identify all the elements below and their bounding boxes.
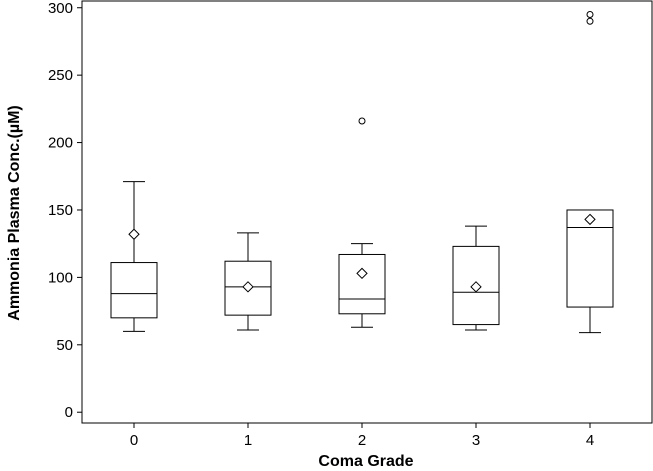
outlier-point-0 [586,17,594,25]
y-axis-title: Ammonia Plasma Conc.(µM) [6,105,23,320]
box-group-4 [566,10,614,334]
mean-marker [584,213,596,226]
y-tick-label-3: 150 [48,202,73,219]
box-group-2 [338,117,386,328]
y-tick-label-6: 300 [48,0,73,17]
y-tick-label-2: 100 [48,269,73,286]
iqr-box [110,262,158,319]
box-group-3 [452,225,500,331]
mean-marker [242,281,254,293]
x-tick-label-0: 0 [130,432,138,449]
iqr-box [566,209,614,308]
y-tick-label-4: 200 [48,135,73,152]
box-group-1 [224,232,272,331]
y-tick-label-5: 250 [48,67,73,84]
y-tick-label-1: 50 [56,337,73,354]
box-group-0 [110,181,158,332]
outlier-point-0 [358,117,366,125]
mean-marker [128,228,140,240]
x-tick-label-4: 4 [586,432,594,449]
iqr-box [338,253,386,315]
y-axis: 0 50 100 150 200 250 300 [48,0,82,421]
y-tick-label-0: 0 [65,404,73,421]
plot-frame [81,0,653,424]
x-tick-label-2: 2 [358,432,366,449]
mean-marker [470,281,482,293]
outlier-point-1 [586,10,594,18]
x-axis-title: Coma Grade [318,453,413,470]
x-tick-label-3: 3 [472,432,480,449]
x-axis: 0 1 2 3 4 [130,423,594,449]
mean-marker [356,267,368,280]
x-tick-label-1: 1 [244,432,252,449]
box-series [110,10,614,334]
